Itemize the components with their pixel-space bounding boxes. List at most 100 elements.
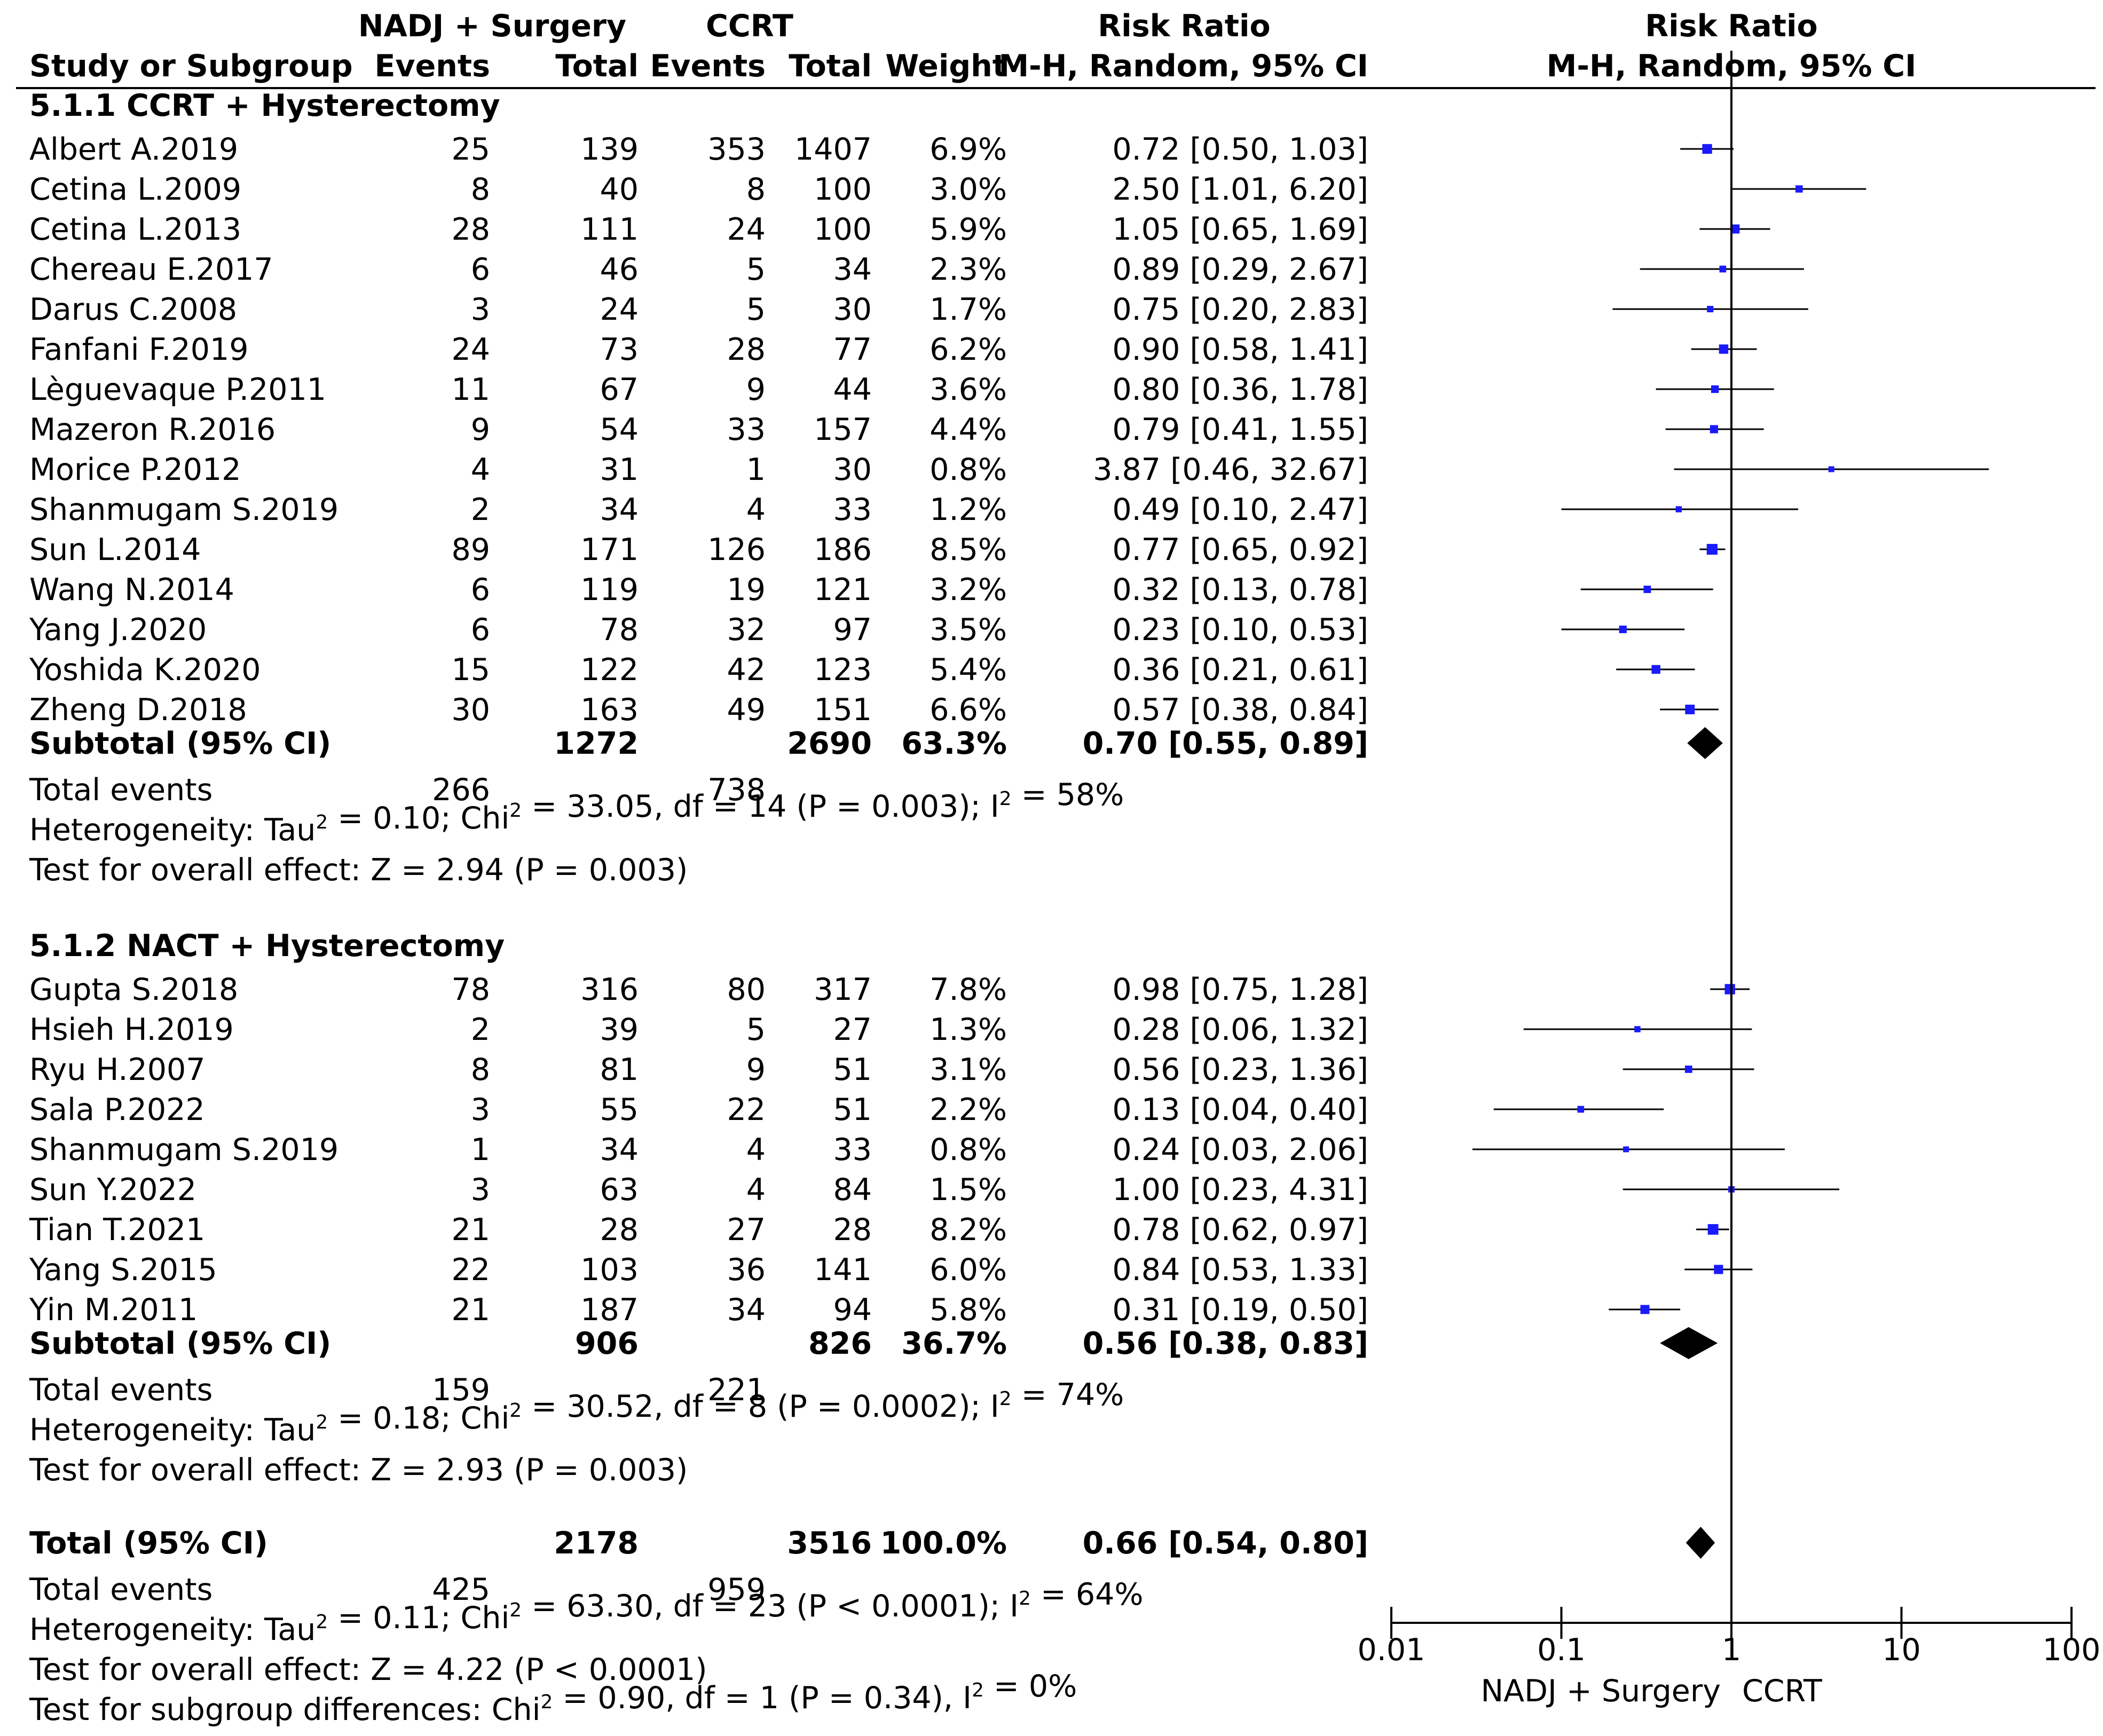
events-ccrt: 126 xyxy=(707,532,766,567)
rr-ci-text: 0.31 [0.19, 0.50] xyxy=(1112,1292,1368,1328)
study-name: Shanmugam S.2019 xyxy=(29,492,338,527)
effect-square xyxy=(1724,984,1735,995)
study-name: Lèguevaque P.2011 xyxy=(29,372,326,407)
study-name: Fanfani F.2019 xyxy=(29,332,249,367)
weight: 2.2% xyxy=(930,1092,1007,1127)
events-ccrt: 80 xyxy=(727,972,766,1007)
total-ccrt: 33 xyxy=(833,1132,872,1167)
study-name: Sala P.2022 xyxy=(29,1092,205,1127)
rr-ci-text: 0.90 [0.58, 1.41] xyxy=(1112,332,1368,367)
overall-ci-text: 0.66 [0.54, 0.80] xyxy=(1083,1526,1368,1561)
weight: 1.3% xyxy=(930,1012,1007,1047)
study-name: Morice P.2012 xyxy=(29,452,241,487)
total-nadj: 39 xyxy=(600,1012,639,1047)
header-total-ccrt: Total xyxy=(789,49,872,84)
total-events-ccrt: 738 xyxy=(707,772,766,808)
effect-square xyxy=(1828,466,1834,472)
rr-ci-text: 0.78 [0.62, 0.97] xyxy=(1112,1212,1368,1248)
events-nadj: 89 xyxy=(451,532,490,567)
total-ccrt: 317 xyxy=(814,972,872,1007)
overall-weight: 100.0% xyxy=(880,1526,1007,1561)
effect-square xyxy=(1640,1305,1650,1314)
rr-ci-text: 3.87 [0.46, 32.67] xyxy=(1093,452,1368,487)
events-nadj: 8 xyxy=(471,1052,490,1087)
weight: 0.8% xyxy=(930,1132,1007,1167)
study-name: Sun Y.2022 xyxy=(29,1172,196,1208)
weight: 3.1% xyxy=(930,1052,1007,1087)
weight: 5.9% xyxy=(930,212,1007,247)
total-nadj: 34 xyxy=(600,1132,639,1167)
total-events-nadj: 266 xyxy=(432,772,490,808)
effect-square xyxy=(1675,506,1682,512)
weight: 6.0% xyxy=(930,1252,1007,1288)
events-ccrt: 5 xyxy=(746,1012,766,1047)
total-events-ccrt: 221 xyxy=(707,1372,766,1408)
events-nadj: 3 xyxy=(471,1172,490,1208)
rr-column-title: Risk Ratio xyxy=(1098,9,1270,44)
effect-square xyxy=(1643,586,1651,593)
weight: 6.9% xyxy=(930,132,1007,167)
events-ccrt: 24 xyxy=(727,212,766,247)
events-ccrt: 34 xyxy=(727,1292,766,1328)
x-tick-label: 0.1 xyxy=(1537,1632,1586,1668)
total-ccrt: 27 xyxy=(833,1012,872,1047)
rr-ci-text: 0.89 [0.29, 2.67] xyxy=(1112,252,1368,287)
events-ccrt: 19 xyxy=(727,572,766,607)
events-ccrt: 9 xyxy=(746,372,766,407)
total-nadj: 54 xyxy=(600,412,639,447)
total-ccrt: 77 xyxy=(833,332,872,367)
total-ccrt: 186 xyxy=(814,532,872,567)
effect-square xyxy=(1730,224,1740,234)
weight: 5.8% xyxy=(930,1292,1007,1328)
total-nadj: 46 xyxy=(600,252,639,287)
x-tick-label: 1 xyxy=(1722,1632,1741,1668)
events-nadj: 25 xyxy=(451,132,490,167)
overall-total-events-label: Total events xyxy=(29,1572,212,1607)
events-ccrt: 22 xyxy=(727,1092,766,1127)
header-events-nadj: Events xyxy=(374,49,490,84)
events-nadj: 1 xyxy=(471,1132,490,1167)
total-ccrt: 100 xyxy=(814,212,872,247)
events-ccrt: 4 xyxy=(746,1132,766,1167)
subtotal-total-ccrt: 826 xyxy=(808,1326,872,1361)
events-nadj: 9 xyxy=(471,412,490,447)
events-nadj: 3 xyxy=(471,292,490,327)
total-ccrt: 51 xyxy=(833,1052,872,1087)
total-nadj: 40 xyxy=(600,172,639,207)
study-name: Zheng D.2018 xyxy=(29,692,247,728)
events-ccrt: 9 xyxy=(746,1052,766,1087)
rr-ci-text: 1.00 [0.23, 4.31] xyxy=(1112,1172,1368,1208)
events-ccrt: 353 xyxy=(707,132,766,167)
total-ccrt: 100 xyxy=(814,172,872,207)
group1-title: NADJ + Surgery xyxy=(358,9,626,44)
overall-effect-text: Test for overall effect: Z = 2.93 (P = 0… xyxy=(29,1453,688,1488)
effect-square xyxy=(1577,1106,1585,1113)
total-events-label: Total events xyxy=(29,1372,212,1408)
weight: 3.6% xyxy=(930,372,1007,407)
overall-diamond xyxy=(1685,1527,1715,1559)
study-name: Ryu H.2007 xyxy=(29,1052,206,1087)
total-ccrt: 84 xyxy=(833,1172,872,1208)
total-nadj: 81 xyxy=(600,1052,639,1087)
study-name: Tian T.2021 xyxy=(29,1212,205,1248)
rr-ci-text: 0.80 [0.36, 1.78] xyxy=(1112,372,1368,407)
effect-square xyxy=(1706,543,1718,555)
x-tick-label: 0.01 xyxy=(1358,1632,1425,1668)
weight: 3.0% xyxy=(930,172,1007,207)
events-nadj: 15 xyxy=(451,652,490,688)
weight: 3.2% xyxy=(930,572,1007,607)
header-events-ccrt: Events xyxy=(650,49,766,84)
plot-area: 0.01 0.1 1 10 100 NADJ + Surgery CCRT xyxy=(1358,51,2100,1709)
events-ccrt: 8 xyxy=(746,172,766,207)
study-name: Hsieh H.2019 xyxy=(29,1012,234,1047)
events-nadj: 4 xyxy=(471,452,490,487)
study-name: Yin M.2011 xyxy=(29,1292,198,1328)
study-name: Gupta S.2018 xyxy=(29,972,238,1007)
rr-ci-text: 0.36 [0.21, 0.61] xyxy=(1112,652,1368,688)
study-name: Yang S.2015 xyxy=(29,1252,217,1288)
subtotal-weight: 36.7% xyxy=(901,1326,1007,1361)
total-ccrt: 34 xyxy=(833,252,872,287)
weight: 2.3% xyxy=(930,252,1007,287)
overall-effect-text: Test for overall effect: Z = 2.94 (P = 0… xyxy=(29,853,688,888)
x-tick-label: 10 xyxy=(1882,1632,1921,1668)
